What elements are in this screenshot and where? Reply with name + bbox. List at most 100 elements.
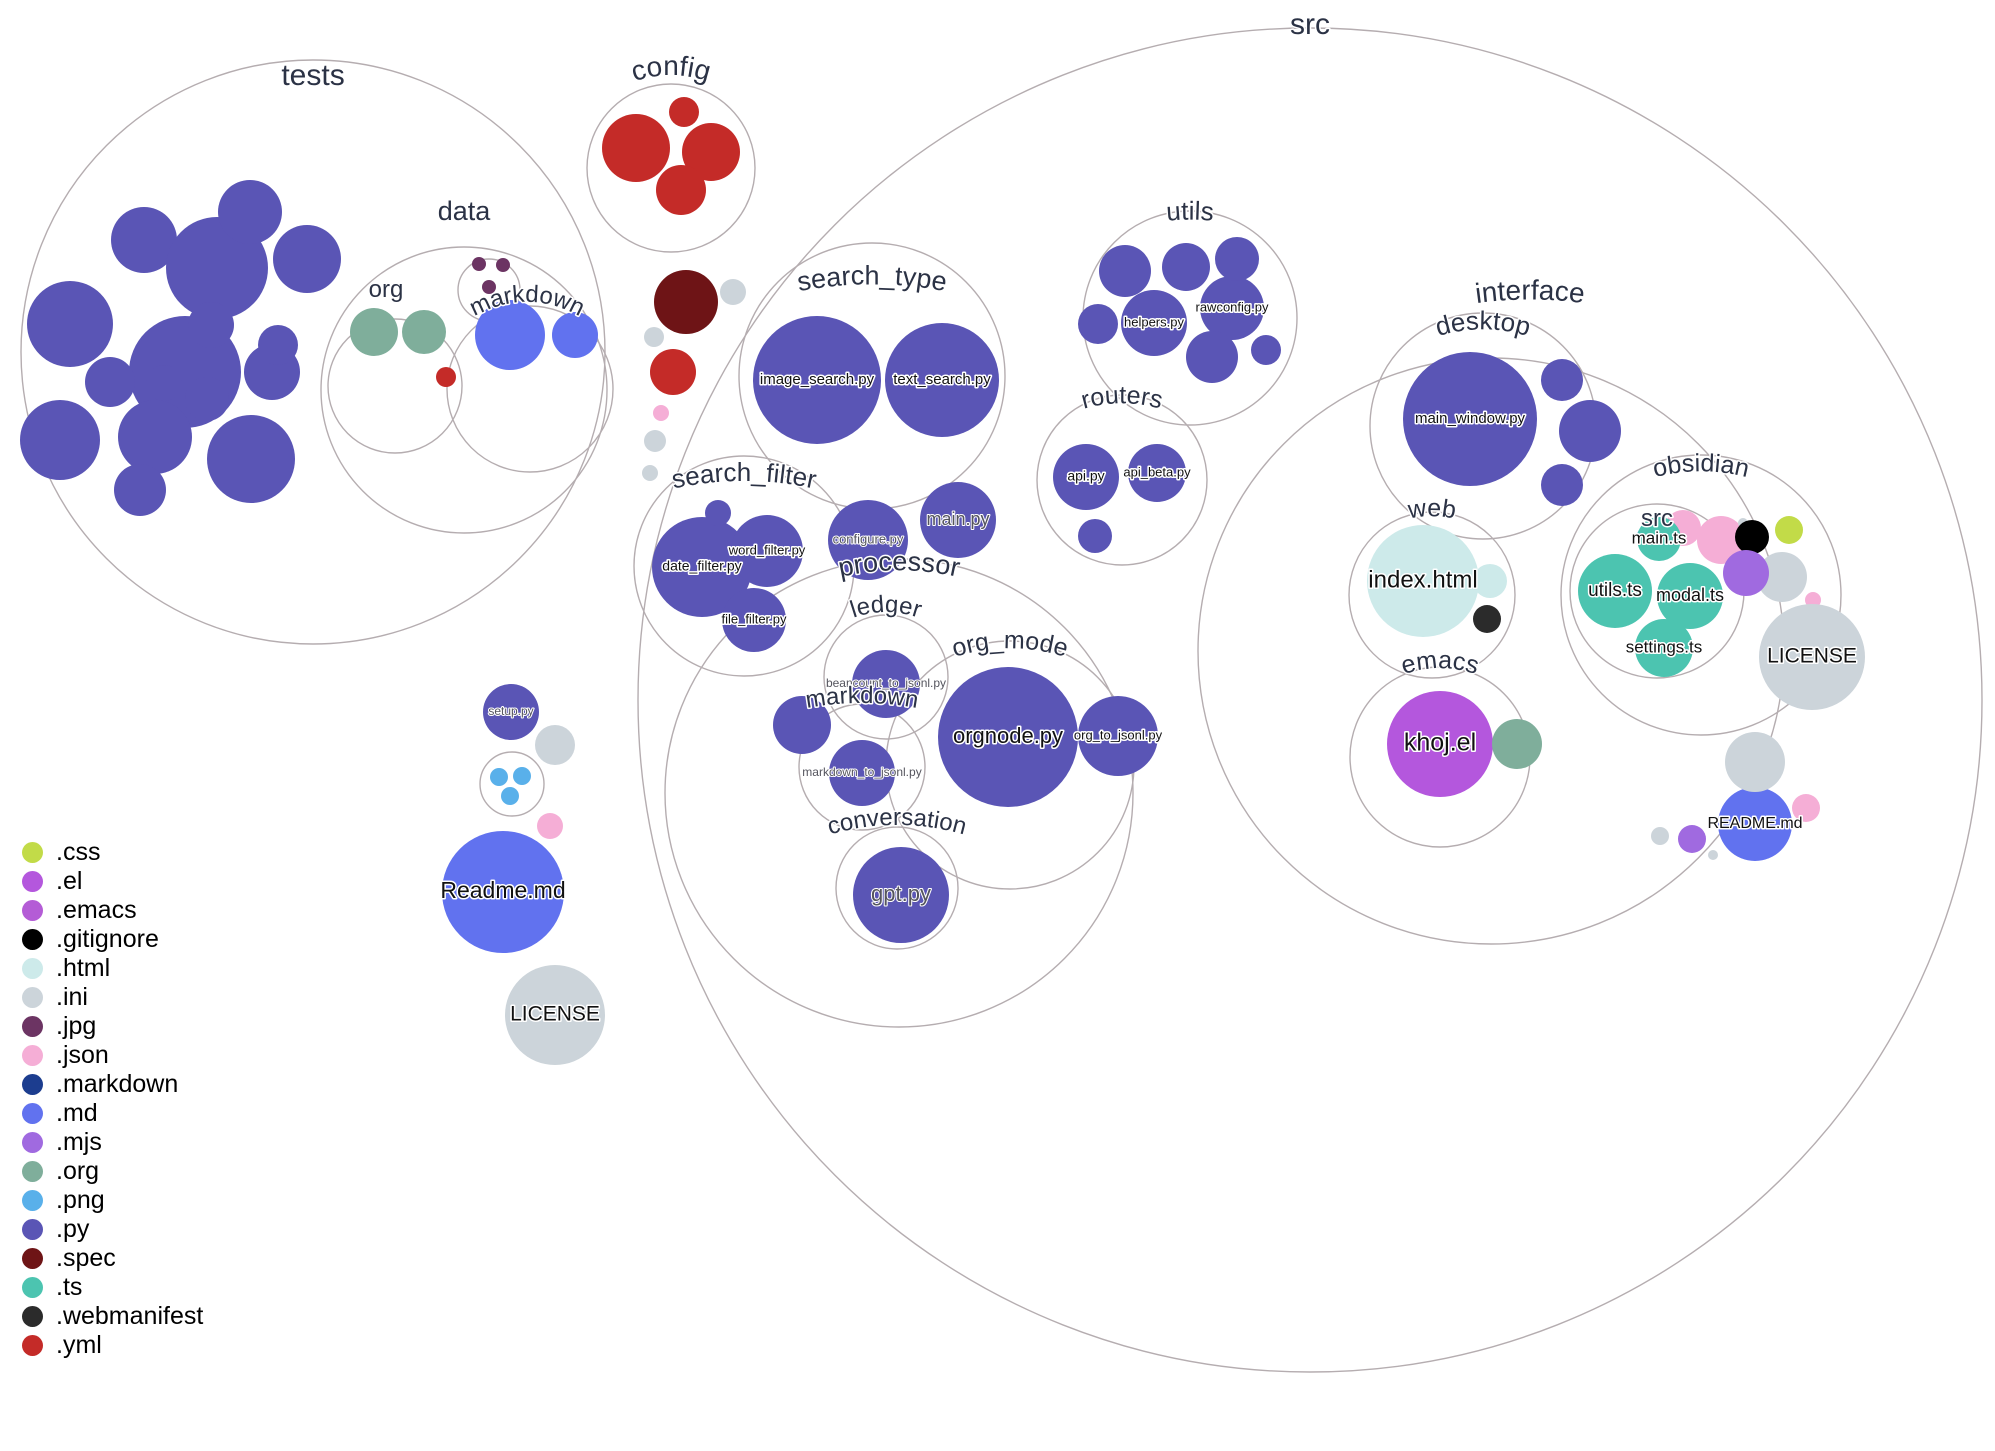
- file-circle[interactable]: [1215, 237, 1259, 281]
- directory-ring[interactable]: [479, 751, 545, 817]
- file-circle[interactable]: [1186, 331, 1238, 383]
- file-circle[interactable]: [852, 650, 920, 718]
- file-circle[interactable]: [218, 180, 282, 244]
- file-circle[interactable]: [642, 465, 658, 481]
- legend-item[interactable]: .html: [22, 954, 203, 983]
- file-circle[interactable]: [829, 740, 895, 806]
- file-circle[interactable]: [650, 349, 696, 395]
- file-circle[interactable]: [118, 400, 192, 474]
- legend-item[interactable]: .markdown: [22, 1070, 203, 1099]
- file-circle[interactable]: [1718, 787, 1792, 861]
- file-circle[interactable]: [652, 517, 752, 617]
- file-circle[interactable]: [1678, 825, 1706, 853]
- file-circle[interactable]: [475, 300, 545, 370]
- file-circle[interactable]: [188, 302, 234, 348]
- file-circle[interactable]: [705, 500, 731, 526]
- file-circle[interactable]: [1757, 552, 1807, 602]
- directory-ring[interactable]: [1560, 454, 1842, 736]
- file-circle[interactable]: [1805, 592, 1821, 608]
- file-circle[interactable]: [114, 464, 166, 516]
- file-circle[interactable]: [513, 767, 531, 785]
- directory-ring[interactable]: [586, 83, 756, 253]
- legend-item[interactable]: .gitignore: [22, 925, 203, 954]
- file-circle[interactable]: [537, 813, 563, 839]
- file-circle[interactable]: [1723, 550, 1769, 596]
- file-circle[interactable]: [1651, 827, 1669, 845]
- file-circle[interactable]: [207, 415, 295, 503]
- legend-item[interactable]: .org: [22, 1157, 203, 1186]
- file-circle[interactable]: [1387, 691, 1493, 797]
- file-circle[interactable]: [656, 165, 706, 215]
- file-circle[interactable]: [350, 308, 398, 356]
- legend-item[interactable]: .el: [22, 867, 203, 896]
- file-circle[interactable]: [644, 327, 664, 347]
- file-circle[interactable]: [505, 965, 605, 1065]
- file-circle[interactable]: [1541, 359, 1583, 401]
- directory-ring[interactable]: [1036, 394, 1208, 566]
- file-circle[interactable]: [753, 316, 881, 444]
- file-circle[interactable]: [654, 270, 718, 334]
- legend-item[interactable]: .md: [22, 1099, 203, 1128]
- legend-item[interactable]: .webmanifest: [22, 1302, 203, 1331]
- legend-item[interactable]: .png: [22, 1186, 203, 1215]
- file-circle[interactable]: [669, 97, 699, 127]
- file-circle[interactable]: [1725, 732, 1785, 792]
- file-circle[interactable]: [1578, 554, 1652, 628]
- file-circle[interactable]: [111, 207, 177, 273]
- legend-item[interactable]: .jpg: [22, 1012, 203, 1041]
- file-circle[interactable]: [1078, 696, 1158, 776]
- file-circle[interactable]: [472, 257, 486, 271]
- file-circle[interactable]: [938, 667, 1078, 807]
- file-circle[interactable]: [436, 367, 456, 387]
- legend-item[interactable]: .mjs: [22, 1128, 203, 1157]
- file-circle[interactable]: [653, 405, 669, 421]
- legend-item[interactable]: .css: [22, 838, 203, 867]
- file-circle[interactable]: [644, 430, 666, 452]
- file-circle[interactable]: [885, 323, 999, 437]
- file-circle[interactable]: [1200, 276, 1264, 340]
- file-circle[interactable]: [1403, 352, 1537, 486]
- legend-item[interactable]: .py: [22, 1215, 203, 1244]
- file-circle[interactable]: [1635, 619, 1693, 677]
- file-circle[interactable]: [1099, 245, 1151, 297]
- file-circle[interactable]: [1473, 605, 1501, 633]
- file-circle[interactable]: [1637, 517, 1681, 561]
- file-circle[interactable]: [1657, 563, 1723, 629]
- file-circle[interactable]: [85, 357, 135, 407]
- file-circle[interactable]: [1367, 525, 1479, 637]
- file-circle[interactable]: [402, 310, 446, 354]
- file-circle[interactable]: [552, 312, 598, 358]
- file-circle[interactable]: [1541, 464, 1583, 506]
- file-circle[interactable]: [602, 114, 670, 182]
- file-circle[interactable]: [20, 400, 100, 480]
- directory-ring[interactable]: [327, 318, 463, 454]
- file-circle[interactable]: [490, 768, 508, 786]
- file-circle[interactable]: [258, 325, 298, 365]
- file-circle[interactable]: [828, 500, 908, 580]
- legend-item[interactable]: .ini: [22, 983, 203, 1012]
- file-circle[interactable]: [1775, 516, 1803, 544]
- file-circle[interactable]: [146, 365, 182, 401]
- file-circle[interactable]: [773, 696, 831, 754]
- file-circle[interactable]: [1735, 520, 1769, 554]
- file-circle[interactable]: [731, 515, 803, 587]
- file-circle[interactable]: [1792, 794, 1820, 822]
- file-circle[interactable]: [1053, 444, 1119, 510]
- directory-ring[interactable]: [835, 826, 959, 950]
- legend-item[interactable]: .ts: [22, 1273, 203, 1302]
- file-circle[interactable]: [1078, 304, 1118, 344]
- file-circle[interactable]: [442, 831, 564, 953]
- file-circle[interactable]: [682, 123, 740, 181]
- file-circle[interactable]: [1251, 335, 1281, 365]
- file-circle[interactable]: [1121, 290, 1187, 356]
- file-circle[interactable]: [185, 377, 229, 421]
- directory-ring[interactable]: [446, 305, 614, 473]
- file-circle[interactable]: [1759, 604, 1865, 710]
- file-circle[interactable]: [853, 847, 949, 943]
- legend-item[interactable]: .spec: [22, 1244, 203, 1273]
- file-circle[interactable]: [535, 725, 575, 765]
- directory-ring[interactable]: [637, 27, 1983, 1373]
- directory-ring[interactable]: [823, 614, 949, 740]
- legend-item[interactable]: .yml: [22, 1331, 203, 1360]
- file-circle[interactable]: [920, 482, 996, 558]
